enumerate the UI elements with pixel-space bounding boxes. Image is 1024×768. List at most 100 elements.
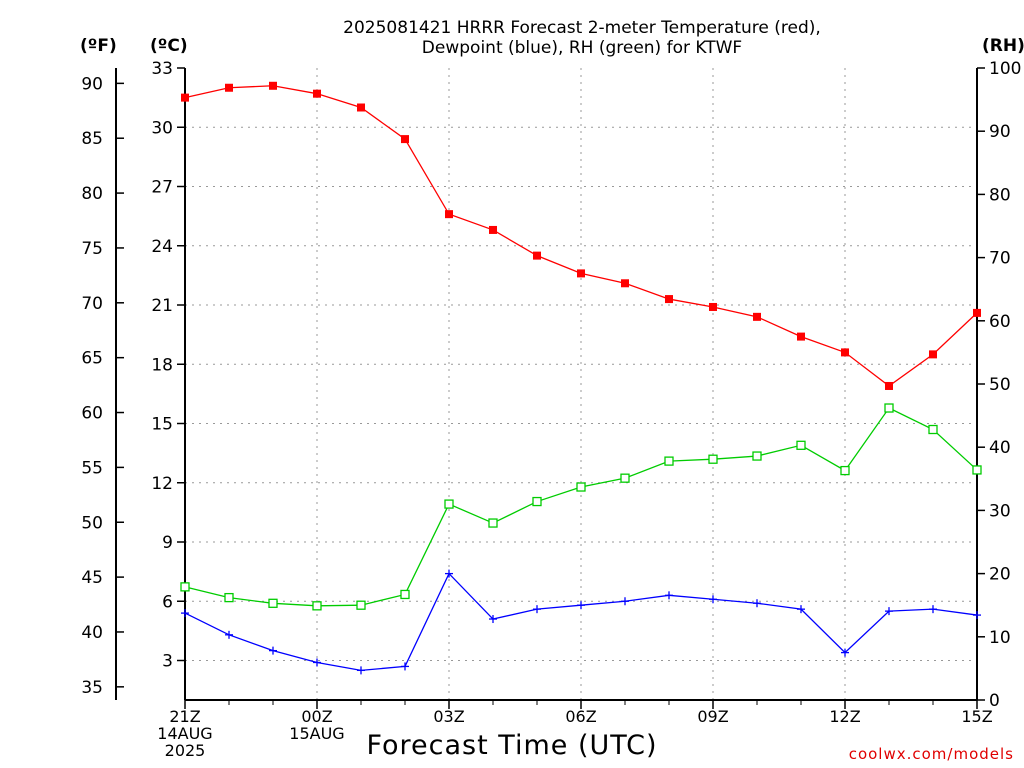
rh-point [752,451,762,461]
temperature-point [401,135,409,144]
temperature-point [225,83,233,92]
fahrenheit-tick-label: 80 [81,184,103,204]
celsius-tick-label: 12 [151,474,173,494]
rh-tick-label: 70 [989,249,1011,269]
fahrenheit-tick-label: 90 [81,74,103,94]
dewpoint-point [181,609,189,618]
dewpoint-point [313,658,321,667]
dewpoint-point [797,605,805,614]
dewpoint-point [445,569,453,578]
temperature-point [533,251,541,260]
rh-point [664,456,674,466]
x-tick-label: 2025 [165,741,206,760]
fahrenheit-tick-label: 35 [81,678,103,698]
temperature-point [753,312,761,321]
dewpoint-point [489,615,497,624]
dewpoint-point [709,595,717,604]
temperature-point [665,295,673,304]
rh-tick-label: 10 [989,628,1011,648]
temperature-line [184,85,978,387]
chart-title-line2: Dewpoint (blue), RH (green) for KTWF [421,38,743,58]
x-tick-label: 15Z [961,707,992,726]
temperature-point [577,269,585,278]
rh-point [708,454,718,464]
temperature-point [445,210,453,219]
x-tick-label: 00Z [301,707,332,726]
rh-point [180,582,190,592]
celsius-tick-label: 18 [151,355,173,375]
fahrenheit-tick-label: 85 [81,129,103,149]
temperature-point [621,279,629,288]
temperature-point [929,350,937,359]
series-temperature [181,81,981,390]
temperature-point [357,103,365,112]
temperature-point [489,225,497,234]
rh-line [184,407,978,607]
celsius-tick-label: 24 [151,237,173,257]
rh-tick-label: 90 [989,122,1011,142]
x-tick-label: 06Z [565,707,596,726]
rh-tick-label: 30 [989,501,1011,521]
rh-point [224,592,234,603]
fahrenheit-tick-label: 40 [81,623,103,643]
rh-point [444,499,454,509]
fahrenheit-tick-label: 60 [81,404,103,424]
series-dewpoint [181,569,981,675]
temperature-point [973,308,981,317]
temperature-point [313,89,321,98]
celsius-tick-label: 9 [162,533,173,553]
celsius-tick-label: 27 [151,178,173,198]
dewpoint-point [225,630,233,639]
fahrenheit-unit-label: (ºF) [80,36,117,56]
chart-title-line1: 2025081421 HRRR Forecast 2-meter Tempera… [343,18,821,38]
rh-point [488,518,498,528]
celsius-tick-label: 21 [151,296,173,316]
x-tick-label: 09Z [697,707,728,726]
dewpoint-point [357,666,365,675]
rh-point [356,600,366,610]
rh-point [796,440,806,450]
x-tick-label: 15AUG [289,724,344,743]
fahrenheit-tick-label: 55 [81,458,103,478]
grid [185,68,977,700]
rh-point [532,496,542,507]
fahrenheit-tick-label: 75 [81,239,103,259]
series-rh [180,403,982,611]
celsius-tick-label: 15 [151,415,173,435]
dewpoint-point [621,597,629,606]
rh-point [312,601,322,611]
dewpoint-point [885,607,893,616]
rh-point [928,424,938,435]
celsius-tick-label: 33 [151,59,173,79]
x-axis-label: Forecast Time (UTC) [366,730,658,761]
dewpoint-point [665,591,673,600]
rh-point [400,589,410,600]
rh-point [972,465,982,475]
dewpoint-point [533,605,541,614]
x-tick-label: 14AUG [157,724,212,743]
celsius-tick-label: 6 [162,592,173,612]
rh-unit-label: (RH) [982,36,1024,56]
dewpoint-point [973,611,981,620]
dewpoint-point [577,601,585,610]
x-tick-label: 03Z [433,707,464,726]
celsius-tick-label: 30 [151,118,173,138]
fahrenheit-tick-label: 70 [81,294,103,314]
fahrenheit-tick-label: 50 [81,513,103,533]
rh-tick-label: 100 [989,59,1021,79]
fahrenheit-tick-label: 45 [81,568,103,588]
rh-point [576,482,586,492]
temperature-point [797,332,805,341]
rh-tick-label: 40 [989,438,1011,458]
dewpoint-point [841,648,849,657]
temperature-point [269,81,277,90]
dewpoint-point [753,599,761,608]
dewpoint-point [269,646,277,655]
rh-point [884,403,894,413]
rh-point [268,598,278,608]
x-tick-label: 21Z [169,707,200,726]
rh-tick-label: 20 [989,565,1011,585]
rh-point [840,465,850,476]
temperature-point [841,348,849,357]
